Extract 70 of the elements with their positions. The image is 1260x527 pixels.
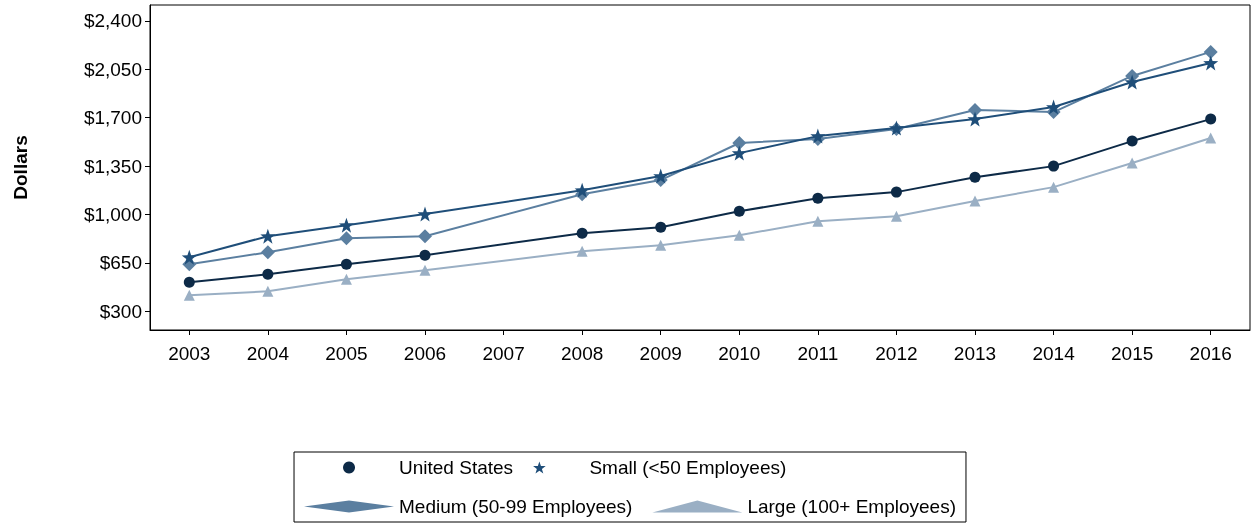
point [576,227,588,239]
x-tick-label: 2013 [953,343,997,364]
x-tick-label: 2005 [325,343,368,364]
point [340,273,352,285]
x-tick-label: 2016 [1189,343,1232,364]
point [1126,157,1138,169]
legend-label: Large (100+ Employees) [747,496,956,517]
point [417,206,433,222]
point [260,228,276,244]
legend-label: United States [399,457,514,478]
point [419,249,431,261]
point [1203,44,1218,59]
point [732,136,747,151]
point [969,195,981,207]
x-tick-label: 2008 [561,343,604,364]
point [1046,99,1062,115]
x-tick-label: 2006 [403,343,447,364]
point [418,229,432,244]
point [419,264,431,276]
point [338,217,354,233]
point [574,182,590,198]
y-axis-title: Dollars [10,135,31,200]
point [968,102,982,117]
y-tick-label: $650 [99,252,142,274]
point [260,245,275,260]
point [1205,132,1217,144]
point [969,171,981,183]
y-tick-label: $1,000 [83,204,142,226]
y-tick-label: $1,350 [83,155,142,177]
point [812,215,824,227]
point [183,289,195,301]
x-tick-label: 2010 [718,343,761,364]
point [1126,135,1138,147]
x-tick-label: 2003 [168,343,211,364]
point [1205,113,1217,125]
y-tick-label: $2,400 [83,10,142,32]
point [890,186,902,198]
legend-label: Medium (50-99 Employees) [399,496,633,517]
point [183,276,195,288]
point [576,245,588,257]
x-tick-label: 2007 [482,343,525,364]
point [1203,55,1219,71]
point [733,229,745,241]
y-tick-label: $300 [99,300,142,322]
point [810,128,826,144]
legend-label: Small (<50 Employees) [589,457,787,478]
point [812,192,824,204]
y-tick-label: $1,700 [83,107,142,129]
point [731,145,747,161]
x-tick-label: 2009 [639,343,682,364]
x-tick-label: 2011 [797,343,839,364]
point [181,249,197,265]
x-tick-label: 2004 [246,343,290,364]
point [653,168,669,184]
point [967,111,983,127]
point [340,258,352,270]
point [890,210,902,222]
point [262,268,274,280]
point [1124,74,1140,90]
point [339,231,354,246]
point [655,221,667,233]
x-tick-label: 2012 [875,343,918,364]
x-tick-label: 2014 [1032,343,1076,364]
point [1048,160,1060,172]
x-tick-label: 2015 [1111,343,1154,364]
point [1048,181,1060,193]
point [262,285,274,297]
point [733,205,745,217]
point [655,239,667,251]
y-tick-label: $2,050 [83,58,142,80]
